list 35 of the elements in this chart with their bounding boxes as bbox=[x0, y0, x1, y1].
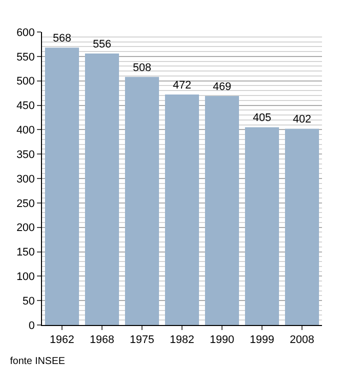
source-note: fonte INSEE bbox=[10, 356, 66, 367]
x-tick-label: 1962 bbox=[50, 334, 74, 346]
y-tick-label: 550 bbox=[16, 51, 35, 64]
y-tick-label: 350 bbox=[16, 148, 35, 161]
y-tick-label: 600 bbox=[16, 26, 35, 39]
y-tick-label: 50 bbox=[22, 295, 35, 308]
bar bbox=[85, 53, 119, 325]
bar bbox=[205, 96, 239, 325]
data-label: 402 bbox=[292, 114, 312, 126]
y-tick-label: 250 bbox=[16, 198, 35, 210]
x-tick-label: 1975 bbox=[130, 334, 154, 346]
y-tick-label: 150 bbox=[16, 246, 35, 259]
y-tick-label: 100 bbox=[16, 271, 35, 284]
data-label: 556 bbox=[92, 38, 112, 50]
data-label: 469 bbox=[212, 80, 232, 93]
y-tick-label: 300 bbox=[16, 173, 35, 186]
y-tick-label: 400 bbox=[16, 124, 35, 137]
bar bbox=[245, 127, 279, 325]
data-label: 405 bbox=[252, 112, 272, 124]
y-tick-label: 0 bbox=[28, 320, 35, 332]
x-tick-label: 1990 bbox=[210, 334, 234, 346]
y-tick-label: 200 bbox=[16, 222, 35, 234]
data-label: 472 bbox=[172, 80, 192, 92]
data-label: 568 bbox=[52, 32, 72, 45]
data-label: 508 bbox=[132, 62, 152, 74]
bar bbox=[165, 94, 199, 325]
bar bbox=[125, 76, 159, 325]
x-tick-label: 1968 bbox=[90, 334, 114, 346]
bar bbox=[285, 128, 319, 325]
y-tick-label: 500 bbox=[16, 76, 35, 88]
x-tick-label: 2008 bbox=[290, 334, 314, 346]
x-tick-label: 1999 bbox=[250, 334, 274, 346]
bar bbox=[45, 48, 79, 325]
x-tick-label: 1982 bbox=[170, 334, 194, 346]
y-tick-label: 450 bbox=[16, 100, 35, 112]
